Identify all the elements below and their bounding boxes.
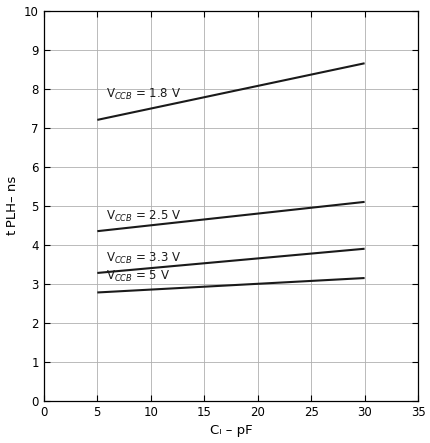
Text: V$_{CCB}$ = 5 V: V$_{CCB}$ = 5 V [106, 268, 169, 284]
Text: V$_{CCB}$ = 2.5 V: V$_{CCB}$ = 2.5 V [106, 209, 181, 224]
Y-axis label: t PLH– ns: t PLH– ns [6, 176, 18, 235]
Text: V$_{CCB}$ = 1.8 V: V$_{CCB}$ = 1.8 V [106, 87, 180, 102]
Text: V$_{CCB}$ = 3.3 V: V$_{CCB}$ = 3.3 V [106, 251, 181, 266]
X-axis label: Cₗ – pF: Cₗ – pF [209, 424, 252, 437]
